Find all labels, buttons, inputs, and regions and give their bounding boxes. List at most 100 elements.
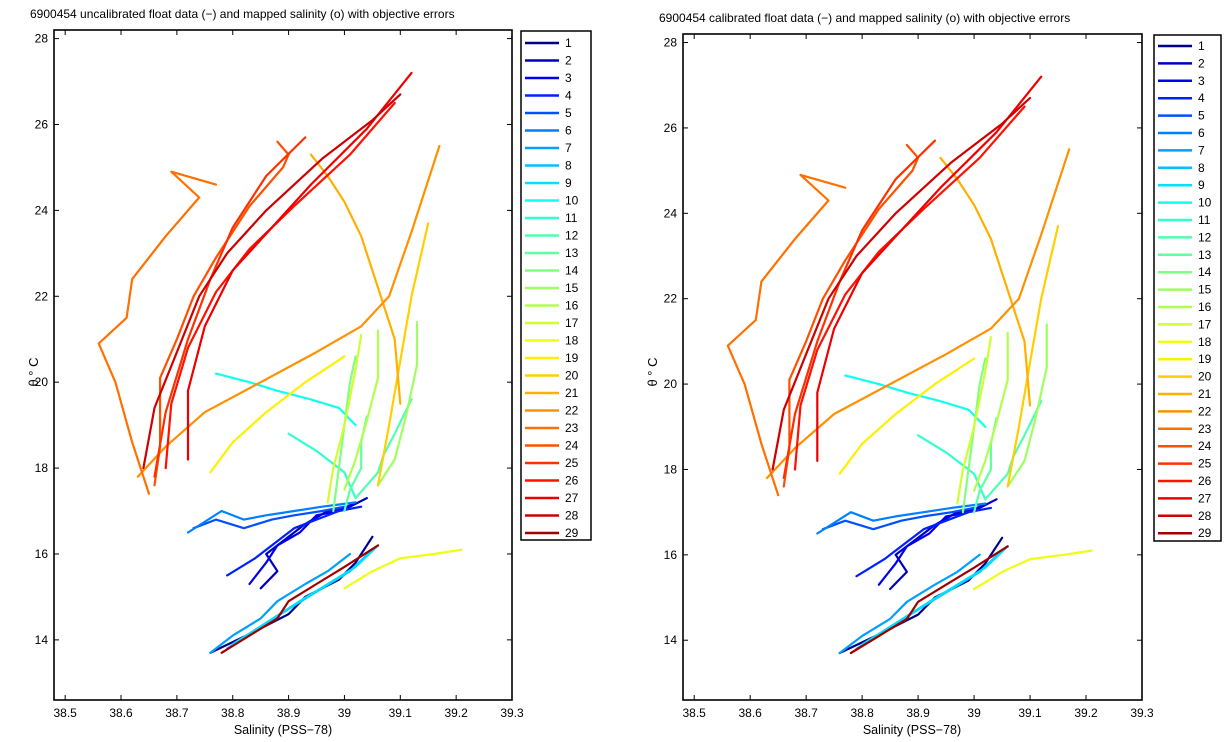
legend-label: 28 (565, 509, 579, 523)
series-line-23 (97, 170, 218, 495)
series-line-7 (838, 553, 981, 655)
legend-box (1153, 34, 1222, 542)
y-tick-label: 18 (664, 462, 678, 476)
legend-label: 13 (565, 246, 579, 260)
series-line-5 (192, 505, 346, 530)
legend-label: 23 (1198, 422, 1212, 436)
plot-title: 6900454 calibrated float data (−) and ma… (659, 11, 1070, 25)
series-line-12 (984, 400, 1043, 501)
series-line-18 (343, 548, 463, 590)
legend-label: 21 (565, 386, 579, 400)
x-tick-label: 39 (338, 706, 352, 720)
series-line-15 (376, 321, 419, 487)
y-tick-label: 22 (664, 292, 678, 306)
legend-label: 5 (565, 106, 572, 120)
series-line-5 (821, 506, 976, 531)
legend-label: 10 (1198, 196, 1212, 210)
x-tick-label: 38.9 (277, 706, 301, 720)
x-axis-label: Salinity (PSS−78) (234, 723, 332, 737)
legend-label: 27 (565, 491, 579, 505)
x-tick-label: 38.9 (906, 706, 930, 720)
legend-label: 27 (1198, 491, 1212, 505)
series-line-9 (231, 544, 380, 646)
legend-label: 11 (565, 211, 578, 225)
x-tick-label: 38.5 (53, 706, 77, 720)
x-tick-label: 38.8 (850, 706, 874, 720)
uncalibrated-panel: 6900454 uncalibrated float data (−) and … (26, 7, 592, 737)
legend-label: 25 (565, 456, 579, 470)
legend: 1234567891011121314151617181920212223242… (525, 36, 579, 540)
series-line-17 (326, 333, 363, 504)
legend-label: 5 (1198, 109, 1205, 123)
legend-label: 15 (1198, 283, 1212, 297)
series-line-15 (1006, 323, 1048, 488)
y-tick-label: 16 (664, 548, 678, 562)
series-line-11 (287, 432, 357, 500)
series-line-19 (838, 357, 976, 475)
legend-label: 13 (1198, 248, 1212, 262)
y-tick-label: 14 (664, 633, 678, 647)
series-line-27 (186, 71, 413, 461)
y-tick-label: 16 (35, 547, 49, 561)
series-line-9 (860, 545, 1009, 646)
y-tick-label: 22 (35, 289, 49, 303)
legend-label: 9 (1198, 178, 1205, 192)
x-tick-label: 39.3 (1130, 706, 1154, 720)
x-axis-label: Salinity (PSS−78) (863, 723, 961, 737)
legend-label: 18 (565, 334, 579, 348)
y-tick-label: 14 (35, 633, 49, 647)
series-line-10 (844, 374, 987, 428)
series-line-29 (220, 544, 380, 654)
series-line-4 (226, 505, 363, 577)
series-lines (726, 75, 1093, 655)
x-tick-label: 38.5 (683, 706, 707, 720)
y-tick-label: 26 (35, 117, 49, 131)
series-line-16 (972, 331, 1009, 492)
legend-label: 20 (565, 369, 579, 383)
x-tick-label: 39 (967, 706, 981, 720)
series-line-17 (956, 336, 993, 505)
legend-label: 17 (565, 316, 579, 330)
legend-label: 11 (1198, 213, 1211, 227)
series-lines (97, 71, 463, 654)
legend-label: 6 (565, 124, 572, 138)
calibrated-panel: 6900454 calibrated float data (−) and ma… (645, 11, 1222, 737)
legend-label: 23 (565, 421, 579, 435)
series-line-7 (209, 552, 352, 654)
legend-label: 22 (1198, 404, 1212, 418)
y-tick-label: 28 (35, 32, 49, 46)
legend-label: 22 (565, 404, 579, 418)
x-tick-label: 39.1 (1018, 706, 1042, 720)
legend-label: 2 (1198, 56, 1205, 70)
series-line-19 (209, 355, 346, 474)
x-tick-label: 38.7 (165, 706, 189, 720)
legend-label: 8 (1198, 161, 1205, 175)
legend-label: 4 (565, 89, 572, 103)
y-axis-label: θ ° C (26, 357, 41, 386)
y-tick-label: 20 (35, 375, 49, 389)
series-line-4 (855, 506, 993, 578)
legend-label: 2 (565, 54, 572, 68)
legend-label: 14 (565, 264, 579, 278)
x-tick-label: 38.7 (794, 706, 818, 720)
legend-label: 9 (565, 176, 572, 190)
series-line-24 (782, 143, 920, 488)
x-tick-label: 38.6 (109, 706, 133, 720)
series-line-11 (916, 434, 987, 501)
axis-ticks: 38.5 38.6 38.7 38.8 38.9 39 39.1 39.2 39.3 14 16 18… (35, 30, 524, 720)
legend-label: 4 (1198, 91, 1205, 105)
axis-ticks: 38.5 38.6 38.7 38.8 38.9 39 39.1 39.2 39.3 14 16 18… (664, 34, 1154, 720)
legend-label: 6 (1198, 126, 1205, 140)
legend-label: 1 (565, 36, 572, 50)
series-line-24 (153, 140, 290, 487)
legend-label: 29 (1198, 526, 1212, 540)
legend-label: 8 (565, 159, 572, 173)
legend-label: 19 (565, 351, 579, 365)
y-tick-label: 28 (664, 36, 678, 50)
x-tick-label: 39.2 (1074, 706, 1098, 720)
y-axis-label: θ ° C (645, 357, 660, 386)
legend-label: 29 (565, 526, 579, 540)
plot-area (53, 29, 513, 701)
legend-label: 7 (565, 141, 572, 155)
x-tick-label: 38.6 (738, 706, 762, 720)
